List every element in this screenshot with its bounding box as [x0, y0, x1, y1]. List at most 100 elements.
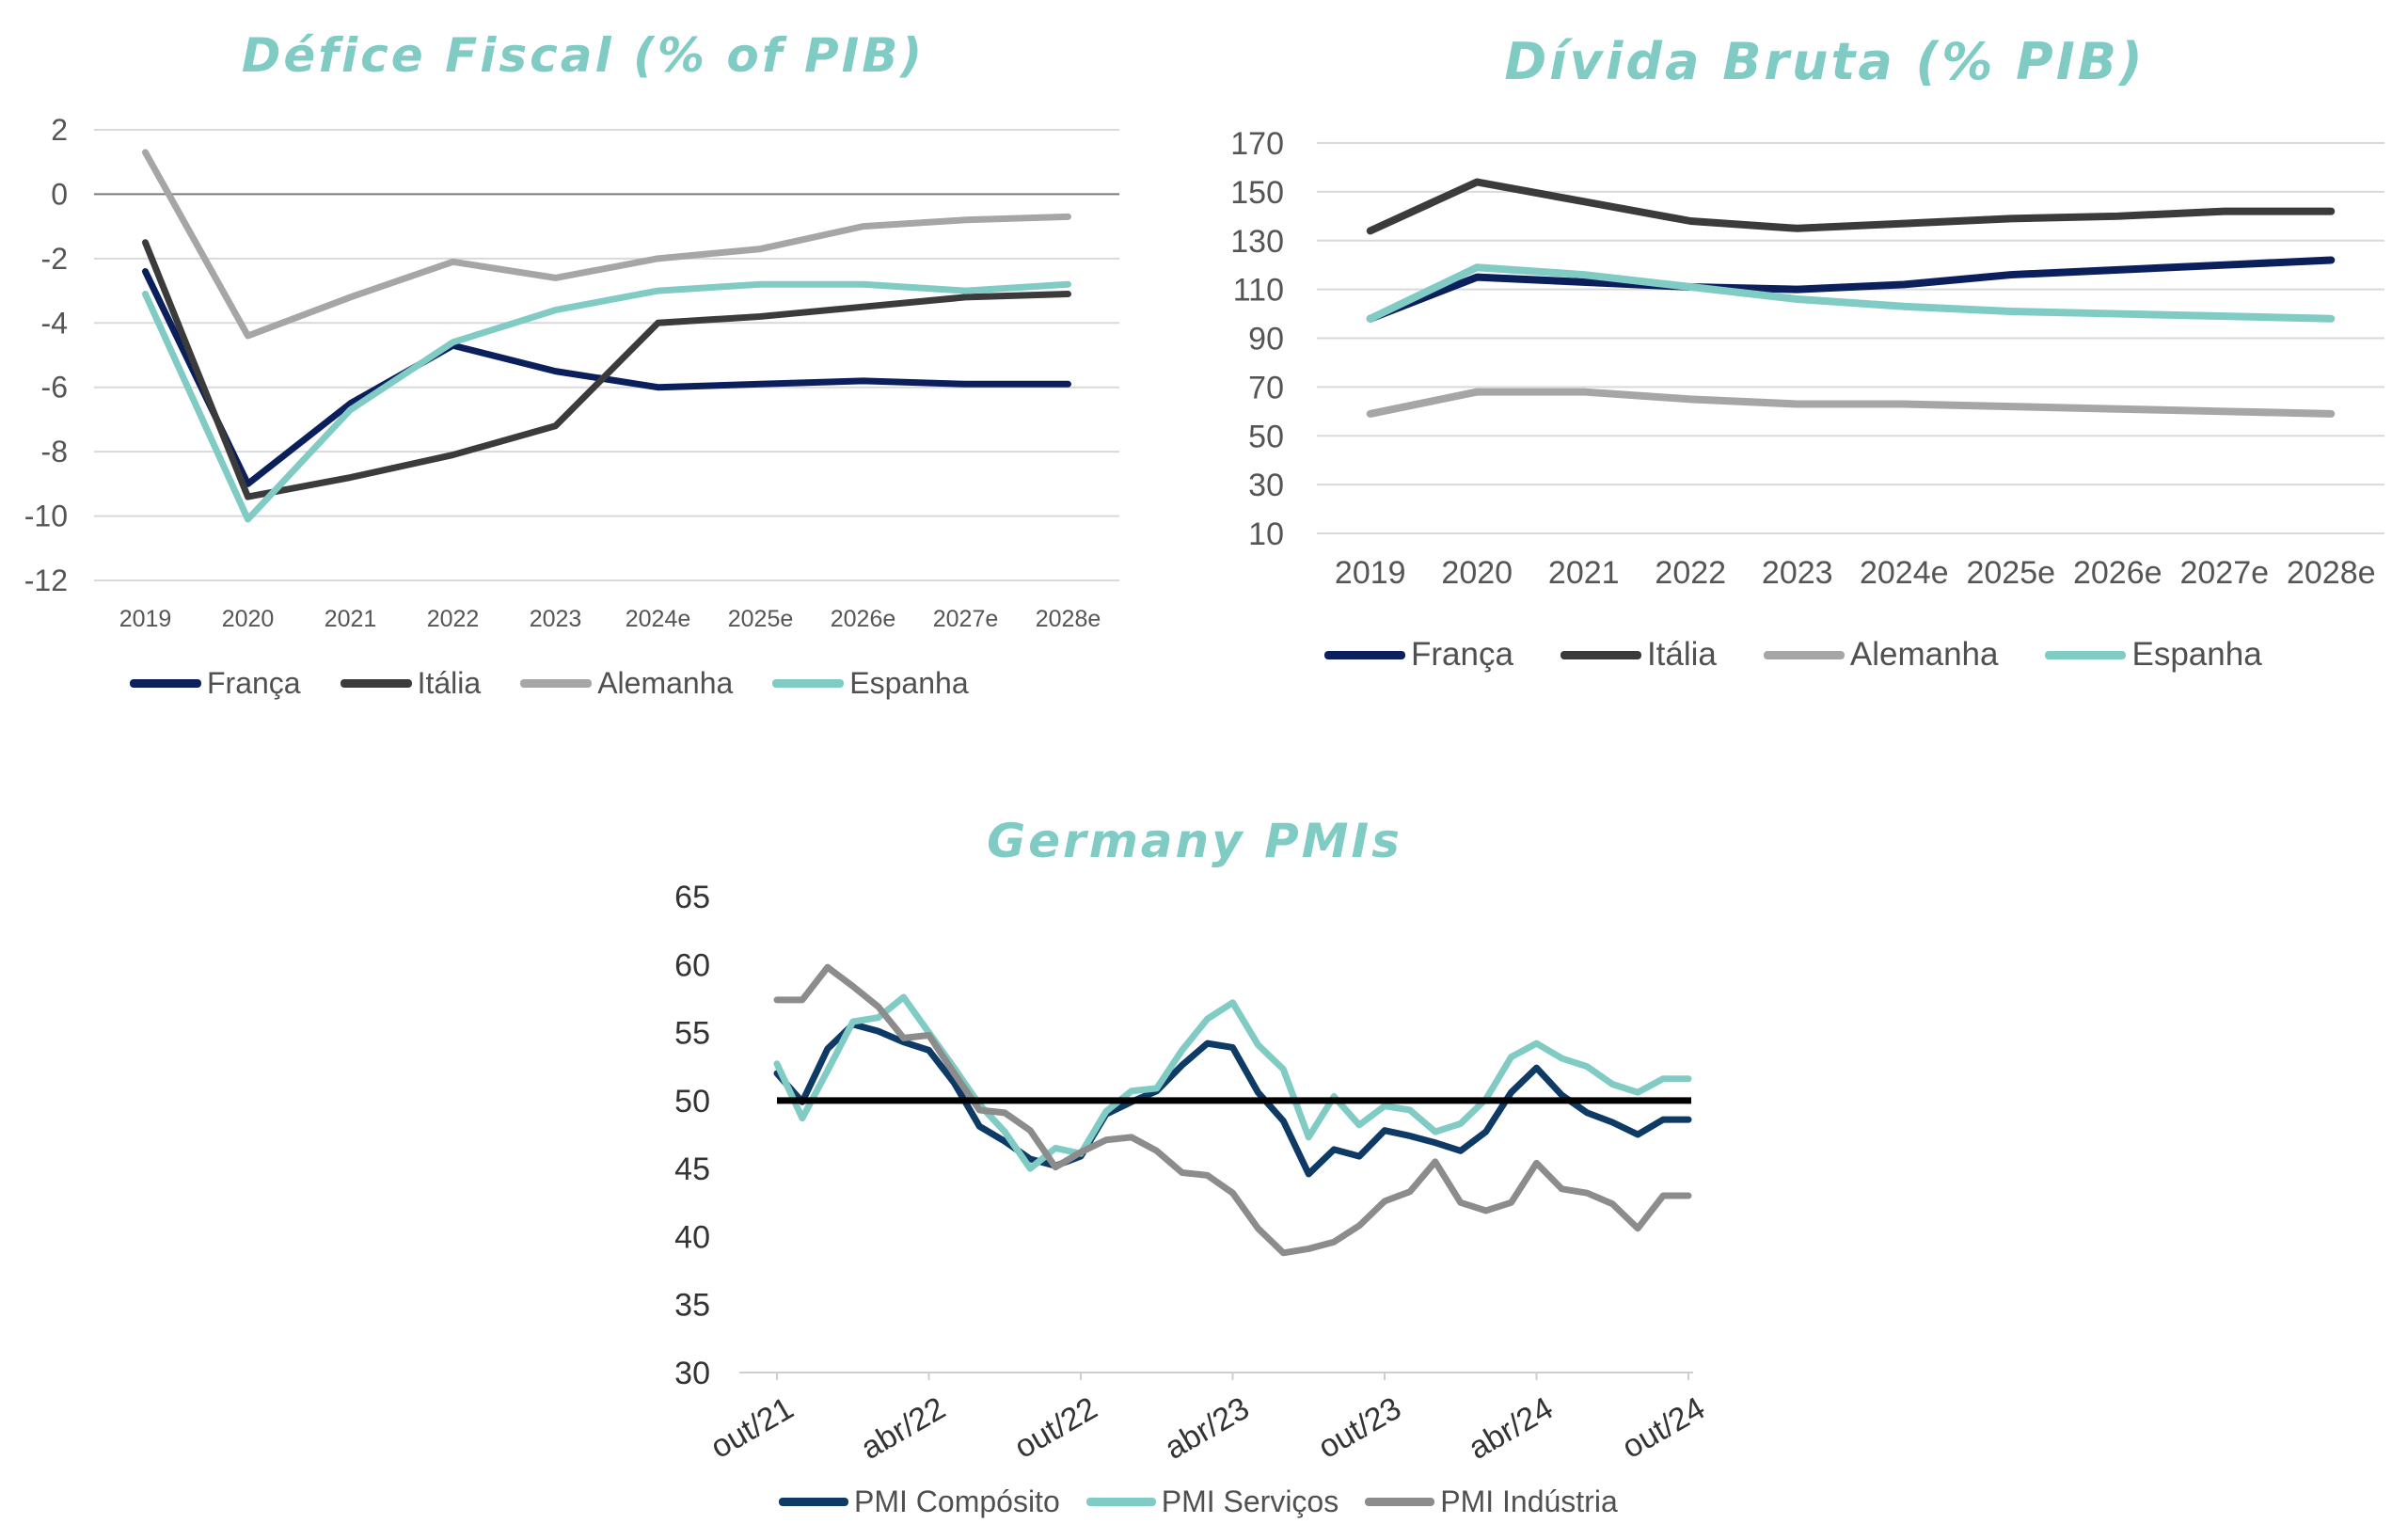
- legend-swatch: [779, 1498, 848, 1506]
- legend-swatch: [1763, 650, 1845, 659]
- legend-label: Alemanha: [597, 666, 734, 700]
- legend-item-pmi-composito: PMI Compósito: [779, 1484, 1060, 1519]
- legend-item-espanha: Espanha: [2045, 636, 2262, 674]
- x-tick-label: 2020: [1441, 555, 1513, 591]
- legend-swatch: [1365, 1498, 1435, 1506]
- chart-legend: França Itália Alemanha Espanha: [1324, 636, 2262, 674]
- y-tick-label: -12: [24, 564, 68, 597]
- chart-legend: PMI Compósito PMI Serviços PMI Indústria: [779, 1484, 1618, 1519]
- legend-label: França: [1411, 636, 1513, 673]
- series-line-espanha: [142, 280, 1071, 523]
- chart-title: Germany PMIs: [987, 814, 1402, 868]
- legend-label: Itália: [417, 666, 482, 700]
- x-tick-label: 2026e: [831, 606, 896, 632]
- y-tick-label: 2: [51, 113, 68, 147]
- y-tick-label: -4: [41, 306, 68, 340]
- chart-divida-bruta-plot: 170 150 130 110 90 70 50 30 10 2019 2020 2021 2022 20…: [1230, 126, 2384, 591]
- y-tick-label: -10: [24, 500, 68, 533]
- y-tick-label: 70: [1248, 370, 1284, 405]
- legend-swatch: [2045, 650, 2127, 659]
- legend-swatch: [1560, 650, 1641, 659]
- legend-item-franca: França: [1324, 636, 1513, 674]
- y-tick-label: 50: [1248, 419, 1284, 454]
- y-tick-label: 40: [674, 1219, 710, 1255]
- chart-legend: França Itália Alemanha Espanha: [130, 666, 969, 701]
- y-tick-label: 110: [1233, 273, 1284, 309]
- chart-defice-fiscal: Défice Fiscal (% of PIB) 2 0 -2 -4 -6 -8 -10 -1…: [0, 0, 1166, 715]
- x-tick-label: abr/24: [1463, 1390, 1559, 1467]
- x-tick-label: 2024e: [1860, 555, 1949, 591]
- x-tick-label: out/24: [1616, 1390, 1711, 1466]
- legend-item-alemanha: Alemanha: [520, 666, 733, 701]
- series-line-pmi-composito: [773, 1021, 1692, 1178]
- x-tick-label: 2028e: [1036, 606, 1101, 632]
- series-line-espanha: [1366, 263, 2336, 323]
- chart-divida-bruta: Dívida Bruta (% PIB) 170 150 130 110 90 70 50 3…: [1185, 0, 2408, 715]
- series-line-italia: [1366, 178, 2336, 235]
- series-line-franca: [1366, 256, 2336, 323]
- y-tick-label: 35: [674, 1288, 710, 1324]
- x-tick-label: 2020: [222, 606, 275, 632]
- x-tick-label: 2024e: [626, 606, 691, 632]
- x-tick-label: 2023: [530, 606, 582, 632]
- legend-item-italia: Itália: [340, 666, 482, 701]
- y-tick-label: 60: [674, 947, 710, 983]
- series-line-pmi-industria: [773, 963, 1692, 1257]
- legend-item-italia: Itália: [1560, 636, 1717, 674]
- chart-germany-pmis: Germany PMIs 65 60 55 50 45 40 35 30 out/21 abr/2…: [602, 790, 1825, 1524]
- legend-swatch: [130, 679, 201, 688]
- legend-label: PMI Indústria: [1440, 1484, 1618, 1518]
- legend-item-pmi-industria: PMI Indústria: [1365, 1484, 1618, 1519]
- series-line-franca: [142, 268, 1071, 487]
- y-tick-label: 10: [1248, 516, 1284, 552]
- legend-swatch: [340, 679, 412, 688]
- x-tick-label: 2022: [1655, 555, 1726, 591]
- series-line-alemanha: [1366, 388, 2336, 418]
- x-tick-label: 2027e: [933, 606, 999, 632]
- x-tick-label: 2027e: [2179, 555, 2269, 591]
- y-tick-label: 55: [674, 1016, 710, 1052]
- legend-label: PMI Serviços: [1161, 1484, 1339, 1518]
- x-tick-label: out/21: [705, 1390, 800, 1466]
- x-tick-label: abr/22: [855, 1390, 951, 1467]
- legend-item-pmi-servicos: PMI Serviços: [1085, 1484, 1339, 1519]
- x-tick-label: 2019: [1335, 555, 1406, 591]
- legend-item-alemanha: Alemanha: [1763, 636, 1999, 674]
- y-tick-label: -8: [41, 435, 68, 468]
- x-tick-label: 2023: [1762, 555, 1833, 591]
- chart-defice-fiscal-plot: 2 0 -2 -4 -6 -8 -10 -12 2019 2020 2021 2022 2023 2024…: [24, 113, 1119, 632]
- legend-label: França: [207, 666, 301, 700]
- x-tick-label: 2019: [119, 606, 172, 632]
- series-line-alemanha: [142, 149, 1071, 340]
- x-tick-label: out/22: [1008, 1390, 1103, 1466]
- y-tick-label: 65: [674, 880, 710, 915]
- legend-label: PMI Compósito: [854, 1484, 1060, 1518]
- y-tick-label: 45: [674, 1151, 710, 1187]
- legend-swatch: [772, 679, 845, 688]
- legend-label: Alemanha: [1849, 636, 1999, 673]
- y-tick-label: 130: [1230, 224, 1284, 260]
- y-tick-label: 0: [51, 177, 68, 211]
- x-tick-label: out/23: [1312, 1390, 1407, 1466]
- chart-title: Défice Fiscal (% of PIB): [241, 28, 926, 83]
- series-line-italia: [142, 239, 1071, 500]
- x-tick-label: 2026e: [2073, 555, 2162, 591]
- y-tick-label: 90: [1248, 322, 1284, 357]
- x-tick-label: 2025e: [1966, 555, 2055, 591]
- legend-swatch: [1324, 650, 1405, 659]
- legend-swatch: [520, 679, 593, 688]
- legend-label: Espanha: [2131, 636, 2262, 673]
- y-tick-label: 170: [1230, 126, 1284, 162]
- chart-title: Dívida Bruta (% PIB): [1504, 32, 2146, 91]
- x-tick-label: 2028e: [2287, 555, 2376, 591]
- legend-swatch: [1085, 1498, 1156, 1506]
- x-tick-label: 2022: [427, 606, 480, 632]
- x-tick-label: 2021: [325, 606, 377, 632]
- x-tick-label: 2025e: [728, 606, 794, 632]
- y-tick-label: 30: [1248, 468, 1284, 503]
- y-tick-label: -6: [41, 371, 68, 405]
- legend-item-espanha: Espanha: [772, 666, 969, 701]
- y-tick-label: -2: [41, 242, 68, 276]
- legend-label: Itália: [1646, 636, 1717, 673]
